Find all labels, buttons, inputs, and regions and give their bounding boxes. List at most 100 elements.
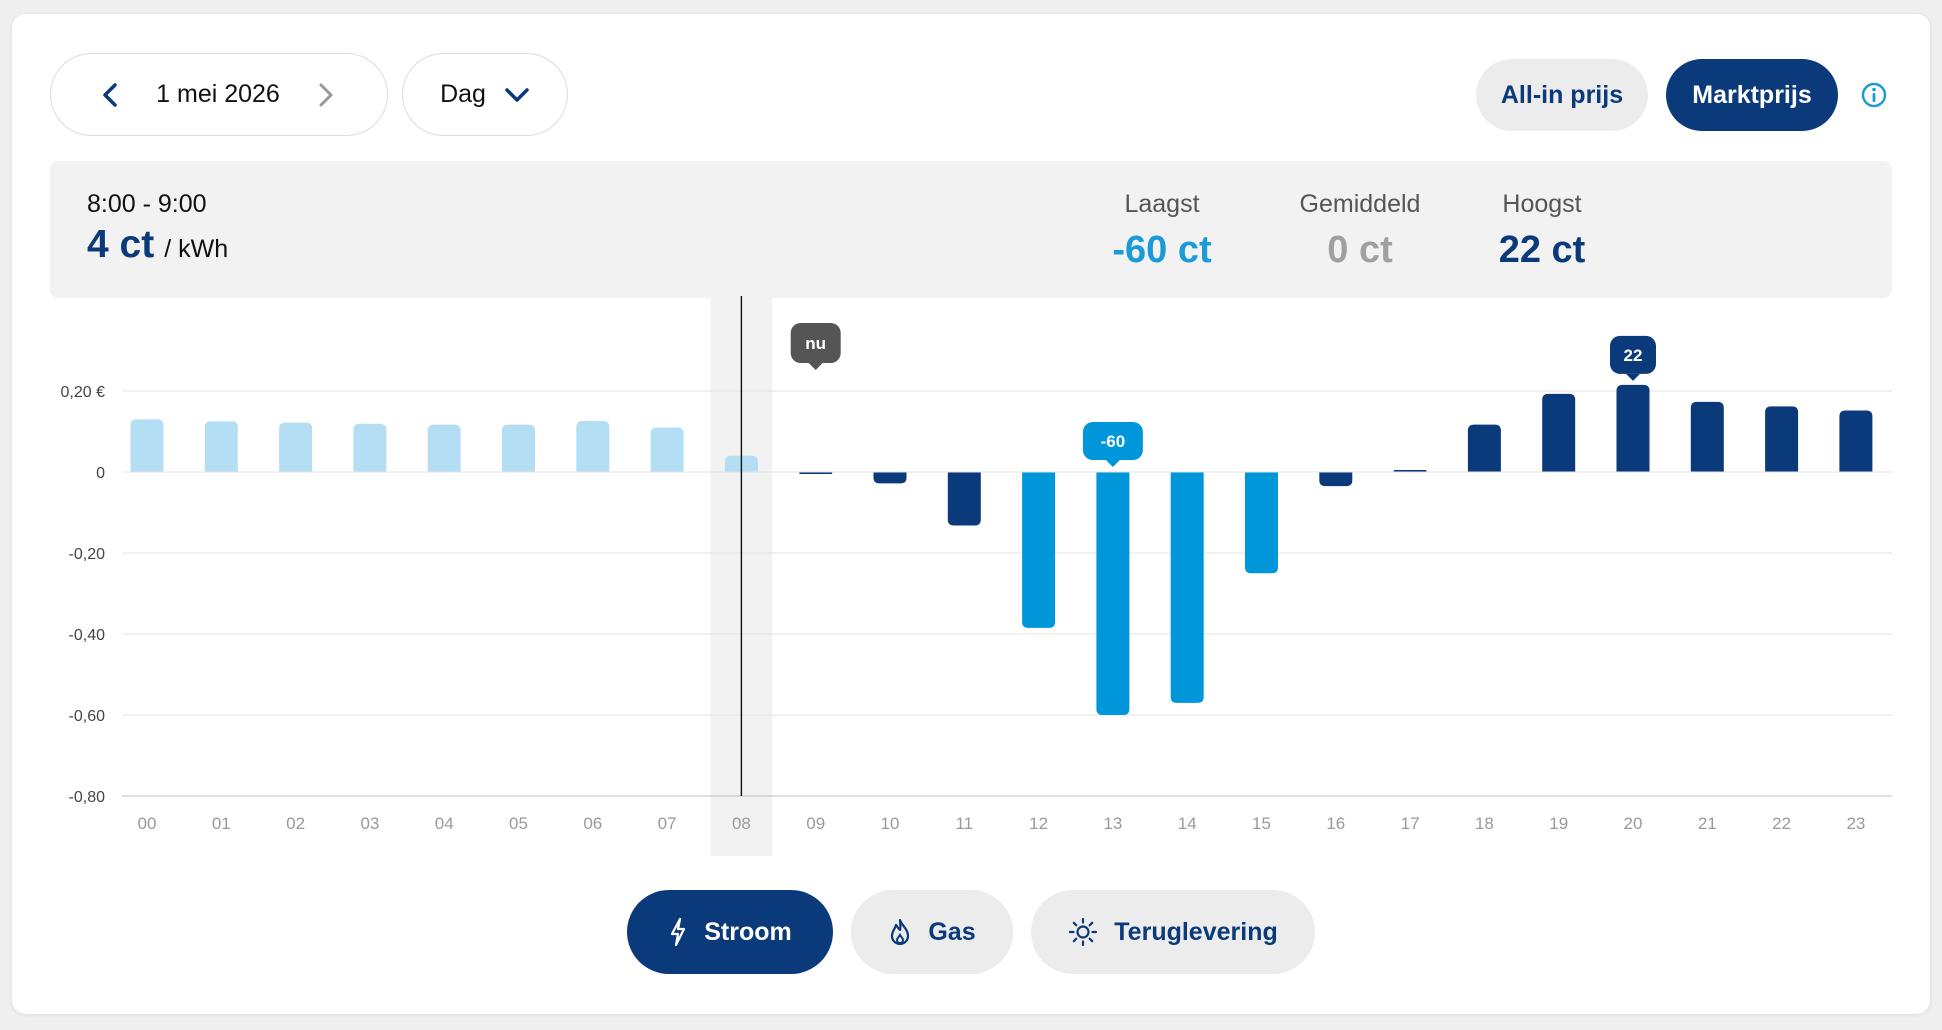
x-tick-label: 11 [955, 814, 973, 833]
x-tick-label: 07 [658, 814, 677, 833]
min-price-marker-text: -60 [1101, 432, 1126, 451]
selected-time-range: 8:00 - 9:00 [87, 190, 207, 218]
bar-21 [1690, 401, 1724, 472]
max-price-marker-bg [1610, 335, 1656, 374]
max-price-marker: 22 [1610, 335, 1656, 381]
now-marker-text: nu [805, 334, 826, 353]
tab-stroom-label: Stroom [704, 917, 792, 946]
min-price-marker-pointer [1105, 460, 1120, 467]
x-tick-label: 02 [286, 814, 305, 833]
bar-10 [873, 472, 907, 484]
x-tick-label: 18 [1475, 814, 1494, 833]
y-tick-label: 0 [96, 465, 105, 482]
stat-average-label: Gemiddeld [1299, 190, 1421, 218]
bar-16 [1319, 472, 1353, 487]
x-tick-label: 12 [1029, 814, 1048, 833]
stat-lowest-label: Laagst [1124, 190, 1200, 218]
bar-00 [130, 419, 164, 472]
x-tick-label: 17 [1401, 814, 1420, 833]
price-bar-chart: 0,20 € 0 -0,20 -0,40 -0,60 -0,80 00 01 02 03 04 05 0… [61, 296, 1892, 856]
max-price-marker-text: 22 [1624, 346, 1643, 365]
x-tick-label: 08 [732, 814, 751, 833]
sun-icon [1069, 917, 1098, 947]
y-tick-label: -0,80 [69, 789, 106, 806]
max-price-marker-pointer [1626, 373, 1640, 381]
x-tick-label: 15 [1252, 814, 1271, 833]
y-tick-label: -0,20 [69, 546, 106, 563]
period-select[interactable]: Dag [402, 53, 568, 136]
bar-14 [1170, 472, 1204, 703]
date-navigator: 1 mei 2026 [50, 53, 388, 136]
min-price-marker-bg [1082, 422, 1143, 460]
y-tick-label: -0,60 [69, 708, 106, 725]
x-tick-label: 01 [212, 814, 231, 833]
now-marker-pointer [808, 363, 823, 370]
stat-highest-label: Hoogst [1502, 190, 1582, 218]
bar-01 [204, 421, 238, 472]
bar-15 [1245, 472, 1278, 574]
now-marker-bg [790, 323, 841, 363]
bar-07 [650, 427, 684, 472]
tab-stroom[interactable]: Stroom [627, 890, 833, 974]
bar-18 [1467, 424, 1501, 472]
bar-05 [502, 424, 535, 472]
x-tick-label: 09 [806, 814, 825, 833]
x-tick-label: 14 [1178, 814, 1197, 833]
date-label: 1 mei 2026 [156, 80, 280, 108]
bar-17 [1393, 469, 1427, 472]
x-tick-label: 03 [360, 814, 379, 833]
y-tick-label: 0,20 € [61, 384, 106, 401]
x-tick-label: 23 [1846, 814, 1865, 833]
bar-06 [576, 420, 610, 472]
x-tick-label: 06 [583, 814, 602, 833]
stat-highest: Hoogst 22 ct [1452, 190, 1632, 272]
stat-lowest: Laagst -60 ct [1072, 190, 1252, 272]
stat-lowest-value: -60 ct [1112, 229, 1212, 271]
x-tick-label: 00 [138, 814, 157, 833]
x-tick-label: 19 [1549, 814, 1568, 833]
market-price-button[interactable]: Marktprijs [1666, 59, 1838, 131]
x-tick-label: 16 [1326, 814, 1345, 833]
x-tick-label: 04 [435, 814, 454, 833]
previous-day-button[interactable] [95, 80, 125, 110]
y-tick-label: -0,40 [69, 627, 106, 644]
tab-gas[interactable]: Gas [851, 890, 1013, 974]
next-day-button[interactable] [311, 80, 341, 110]
now-marker: nu [790, 323, 841, 370]
stat-highest-value: 22 ct [1498, 229, 1586, 271]
info-icon[interactable] [1860, 81, 1888, 109]
selected-price-value: 4 ct [87, 223, 155, 266]
bar-12 [1022, 472, 1056, 628]
bar-03 [353, 423, 387, 472]
bar-23 [1839, 410, 1873, 472]
tab-teruglevering-label: Teruglevering [1114, 917, 1278, 946]
chevron-left-icon [103, 82, 117, 107]
chevron-right-icon [319, 83, 333, 106]
chevron-down-icon [505, 87, 529, 102]
flame-icon [891, 918, 910, 946]
bar-02 [279, 422, 313, 472]
selected-price-unit: / kWh [164, 235, 229, 263]
x-tick-label: 22 [1772, 814, 1791, 833]
bar-20 [1616, 384, 1650, 472]
stat-average: Gemiddeld 0 ct [1270, 190, 1450, 272]
bar-22 [1765, 406, 1799, 472]
period-label: Dag [440, 80, 486, 108]
selected-price: 4 ct / kWh [87, 223, 228, 267]
price-summary-panel: 8:00 - 9:00 4 ct / kWh Laagst -60 ct Gem… [50, 161, 1892, 298]
bar-13 [1096, 472, 1130, 715]
bar-04 [427, 424, 461, 472]
x-tick-label: 20 [1624, 814, 1643, 833]
x-tick-label: 13 [1103, 814, 1122, 833]
min-price-marker: -60 [1082, 422, 1143, 467]
allin-price-button[interactable]: All-in prijs [1476, 59, 1648, 131]
tab-gas-label: Gas [928, 917, 976, 946]
x-tick-label: 05 [509, 814, 528, 833]
lightning-icon [671, 917, 686, 947]
bar-11 [947, 472, 981, 526]
bar-19 [1542, 393, 1576, 472]
tab-teruglevering[interactable]: Teruglevering [1031, 890, 1315, 974]
x-tick-label: 21 [1698, 814, 1717, 833]
x-tick-label: 10 [881, 814, 900, 833]
stat-average-value: 0 ct [1327, 229, 1393, 271]
